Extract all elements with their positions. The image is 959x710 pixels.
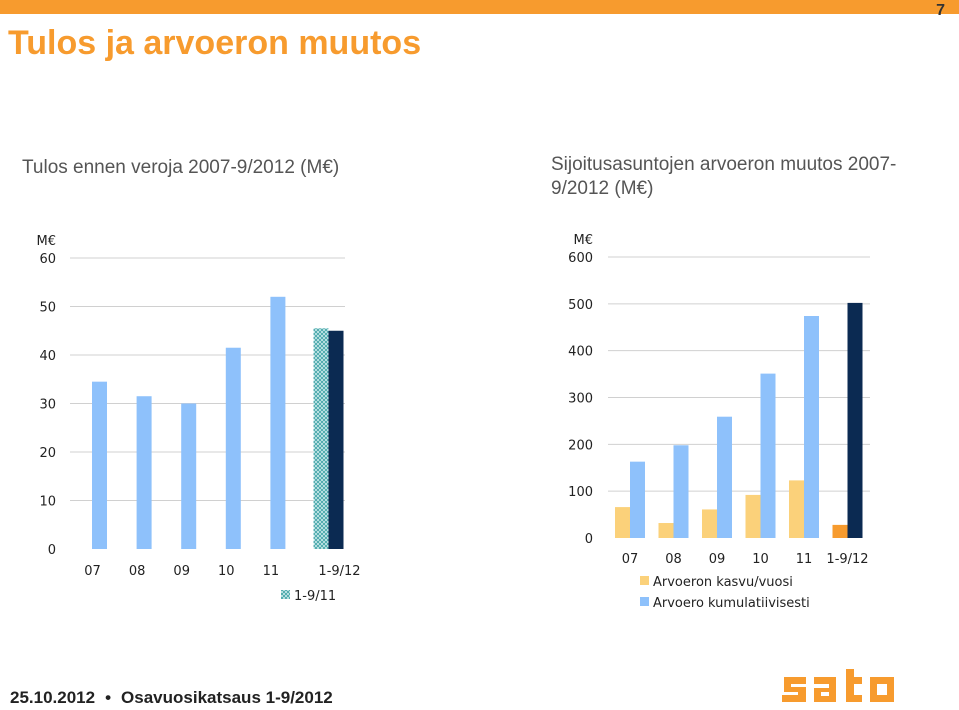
bar-arvoero-kumulatiivisesti bbox=[630, 461, 645, 538]
bar bbox=[270, 296, 286, 549]
legend-swatch-kumulatiivisesti bbox=[640, 597, 649, 606]
bar-arvoeron-kasvu bbox=[745, 494, 761, 538]
x-tick-label: 11 bbox=[796, 552, 813, 567]
y-tick-label: 50 bbox=[39, 301, 56, 316]
bar-arvoeron-kasvu bbox=[832, 524, 848, 538]
right-chart-title: Sijoitusasuntojen arvoeron muutos 2007-9… bbox=[551, 154, 897, 199]
bar-arvoero-kumulatiivisesti bbox=[804, 316, 819, 538]
x-tick-label: 07 bbox=[84, 564, 101, 579]
y-tick-label: 40 bbox=[39, 349, 56, 364]
bar-arvoero-kumulatiivisesti bbox=[760, 373, 776, 538]
x-tick-label: 11 bbox=[263, 564, 280, 579]
bar bbox=[225, 347, 241, 549]
y-tick-label: 20 bbox=[39, 446, 56, 461]
bar bbox=[136, 396, 152, 549]
y-axis-label: M€ bbox=[37, 234, 57, 249]
right-bar-chart: 0 100 200 300 400 500 600 M€ 07 08 09 10 11 1-9/12 Arv… bbox=[568, 233, 870, 611]
left-bar-chart: 0 10 20 30 40 50 60 M€ 07 08 09 10 11 1-9/12 1-9/11 bbox=[37, 234, 361, 604]
bar-arvoero-kumulatiivisesti bbox=[717, 416, 732, 538]
x-tick-label: 08 bbox=[665, 552, 682, 567]
x-tick-label: 09 bbox=[709, 552, 726, 567]
y-tick-label: 600 bbox=[568, 251, 593, 266]
x-tick-label: 10 bbox=[218, 564, 235, 579]
charts-canvas: 0 10 20 30 40 50 60 M€ 07 08 09 10 11 1-9/12 1-9/11 0 1… bbox=[37, 233, 870, 611]
y-axis-label: M€ bbox=[574, 233, 594, 248]
footer: 25.10.2012 • Osavuosikatsaus 1-9/2012 bbox=[10, 688, 333, 708]
page-number: 7 bbox=[936, 2, 945, 19]
y-tick-label: 500 bbox=[568, 298, 593, 313]
bar-arvoero-kumulatiivisesti bbox=[847, 302, 863, 538]
bar-arvoero-kumulatiivisesti bbox=[673, 445, 689, 538]
x-tick-label: 07 bbox=[622, 552, 639, 567]
bar-arvoeron-kasvu bbox=[658, 523, 674, 538]
footer-date: 25.10.2012 bbox=[10, 688, 96, 707]
legend-label: Arvoero kumulatiivisesti bbox=[653, 596, 810, 611]
bar-1-9-11 bbox=[313, 328, 329, 549]
y-tick-label: 100 bbox=[568, 485, 593, 500]
top-accent-bar bbox=[0, 0, 959, 14]
bar-1-9-12 bbox=[328, 330, 344, 549]
y-tick-label: 300 bbox=[568, 392, 593, 407]
footer-text: Osavuosikatsaus 1-9/2012 bbox=[121, 688, 333, 707]
slide-title: Tulos ja arvoeron muutos bbox=[8, 24, 422, 62]
x-tick-label: 08 bbox=[129, 564, 146, 579]
y-tick-label: 10 bbox=[39, 495, 56, 510]
left-chart-title: Tulos ennen veroja 2007-9/2012 (M€) bbox=[22, 157, 340, 178]
bar bbox=[181, 403, 197, 549]
legend-swatch-1-9-11 bbox=[281, 590, 290, 599]
bar-arvoeron-kasvu bbox=[789, 480, 804, 538]
y-tick-label: 0 bbox=[585, 532, 593, 547]
y-tick-label: 400 bbox=[568, 345, 593, 360]
legend-swatch-kasvu bbox=[640, 576, 649, 585]
legend-label: Arvoeron kasvu/vuosi bbox=[653, 575, 793, 590]
y-tick-label: 30 bbox=[39, 398, 56, 413]
legend-label: 1-9/11 bbox=[294, 589, 336, 604]
bar bbox=[92, 381, 107, 549]
x-tick-label: 10 bbox=[752, 552, 769, 567]
x-tick-label: 1-9/12 bbox=[826, 552, 868, 567]
x-tick-label: 09 bbox=[173, 564, 190, 579]
bar-arvoeron-kasvu bbox=[702, 509, 717, 538]
x-tick-label: 1-9/12 bbox=[318, 564, 360, 579]
bar-arvoeron-kasvu bbox=[615, 507, 630, 538]
y-tick-label: 0 bbox=[48, 543, 56, 558]
footer-separator: • bbox=[105, 688, 112, 707]
sato-logo bbox=[782, 669, 894, 702]
y-tick-label: 60 bbox=[39, 252, 56, 267]
y-tick-label: 200 bbox=[568, 438, 593, 453]
